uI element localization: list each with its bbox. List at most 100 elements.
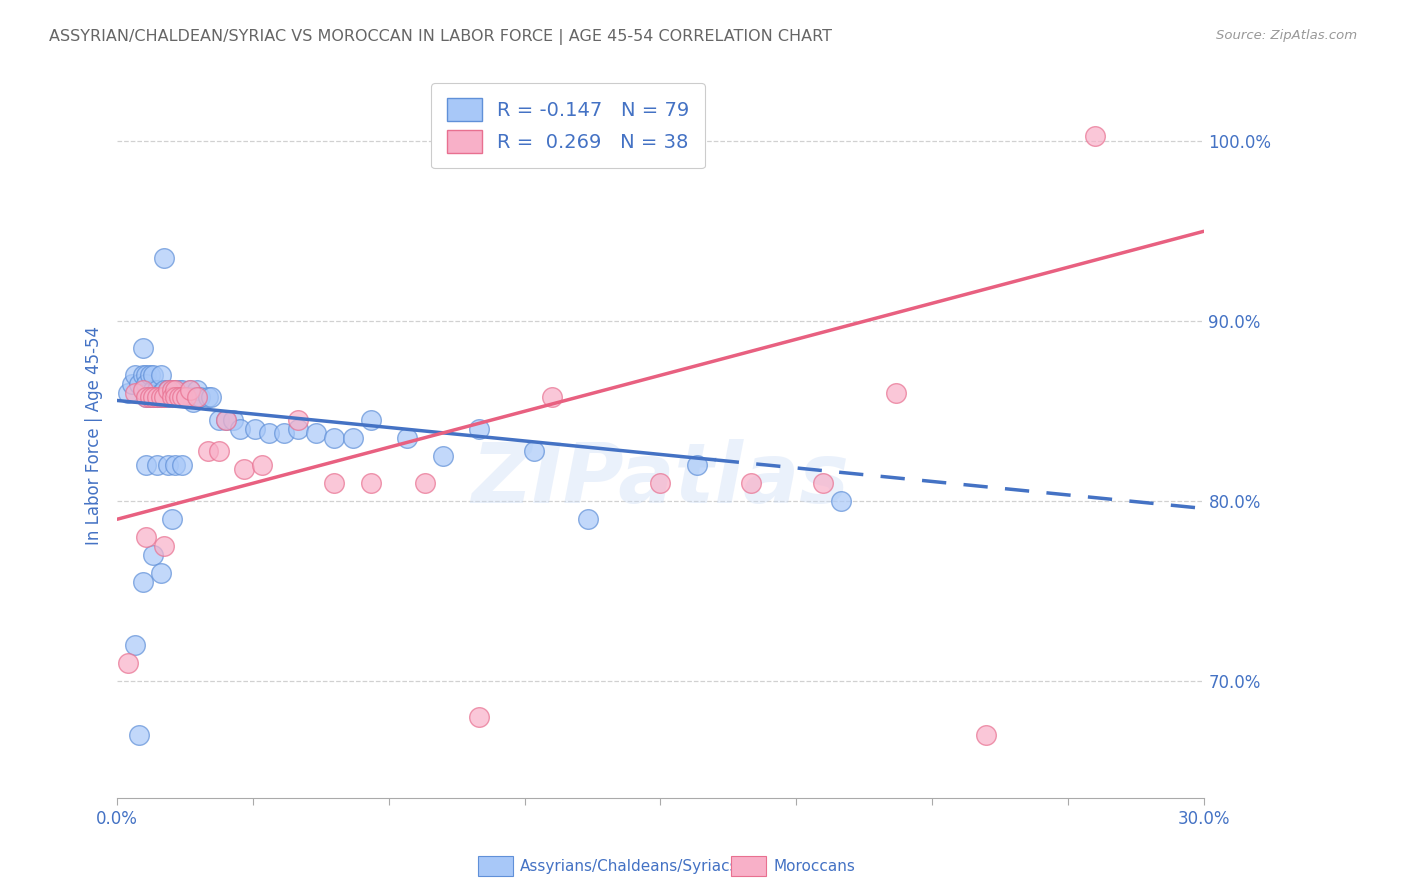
Point xyxy=(229,422,252,436)
Point xyxy=(165,383,187,397)
Point xyxy=(186,390,208,404)
Point xyxy=(142,368,165,383)
Point xyxy=(135,530,157,544)
Point xyxy=(149,368,172,383)
Point xyxy=(468,710,491,724)
Point xyxy=(360,476,382,491)
Point xyxy=(142,390,165,404)
Point xyxy=(976,728,998,742)
Point xyxy=(259,425,281,440)
Point xyxy=(167,383,190,397)
Point xyxy=(740,476,762,491)
Point xyxy=(121,377,143,392)
Point xyxy=(117,656,139,670)
Point xyxy=(160,390,183,404)
Point xyxy=(179,390,201,404)
Point xyxy=(124,386,146,401)
Point xyxy=(813,476,835,491)
Point xyxy=(165,390,187,404)
Point xyxy=(243,422,266,436)
Point xyxy=(153,390,176,404)
Point xyxy=(131,341,153,355)
Point xyxy=(156,458,179,473)
Point xyxy=(160,383,183,397)
Bar xyxy=(478,856,513,876)
Point xyxy=(156,383,179,397)
Point xyxy=(135,368,157,383)
Point xyxy=(207,443,229,458)
Point xyxy=(142,383,165,397)
Point xyxy=(830,494,852,508)
Point xyxy=(186,390,208,404)
Point xyxy=(395,431,418,445)
Point xyxy=(135,458,157,473)
Point xyxy=(128,728,150,742)
Point xyxy=(174,390,197,404)
Point xyxy=(153,252,176,266)
Point xyxy=(650,476,672,491)
Point xyxy=(160,512,183,526)
Point xyxy=(305,425,328,440)
Point xyxy=(181,390,204,404)
Point xyxy=(287,422,309,436)
Point xyxy=(165,383,187,397)
Point xyxy=(156,383,179,397)
Point xyxy=(149,390,172,404)
Point xyxy=(172,383,194,397)
Point xyxy=(156,383,179,397)
Point xyxy=(146,458,169,473)
Point xyxy=(146,383,169,397)
Point xyxy=(215,413,238,427)
Point xyxy=(250,458,273,473)
Point xyxy=(207,413,229,427)
Legend: R = -0.147   N = 79, R =  0.269   N = 38: R = -0.147 N = 79, R = 0.269 N = 38 xyxy=(432,83,704,169)
Point xyxy=(172,390,194,404)
Point xyxy=(172,458,194,473)
Point xyxy=(156,390,179,404)
Point xyxy=(200,390,222,404)
Point xyxy=(131,383,153,397)
Point xyxy=(165,390,187,404)
Point xyxy=(540,390,562,404)
Point xyxy=(342,431,364,445)
Point xyxy=(186,383,208,397)
Point xyxy=(167,390,190,404)
Point xyxy=(167,390,190,404)
Point xyxy=(139,390,162,404)
Point xyxy=(360,413,382,427)
Point xyxy=(131,575,153,590)
Point xyxy=(153,390,176,404)
Point xyxy=(142,548,165,562)
Point xyxy=(165,458,187,473)
Point xyxy=(1084,128,1107,143)
Point xyxy=(135,390,157,404)
Point xyxy=(139,390,162,404)
Point xyxy=(131,368,153,383)
Point xyxy=(222,413,245,427)
Point xyxy=(523,443,546,458)
Text: Source: ZipAtlas.com: Source: ZipAtlas.com xyxy=(1216,29,1357,42)
Point xyxy=(128,377,150,392)
Point xyxy=(124,638,146,652)
Point xyxy=(323,431,346,445)
Point xyxy=(135,390,157,404)
Point xyxy=(287,413,309,427)
Point xyxy=(160,390,183,404)
Point xyxy=(165,390,187,404)
Point xyxy=(190,390,212,404)
Point xyxy=(576,512,599,526)
Point xyxy=(179,383,201,397)
Point xyxy=(323,476,346,491)
Point xyxy=(232,462,254,476)
Point xyxy=(215,413,238,427)
Point xyxy=(685,458,707,473)
Point xyxy=(172,390,194,404)
Point xyxy=(432,449,454,463)
Point xyxy=(181,395,204,409)
Point xyxy=(273,425,295,440)
Point xyxy=(884,386,907,401)
Point xyxy=(135,377,157,392)
Point xyxy=(174,390,197,404)
Point xyxy=(117,386,139,401)
Point xyxy=(153,383,176,397)
